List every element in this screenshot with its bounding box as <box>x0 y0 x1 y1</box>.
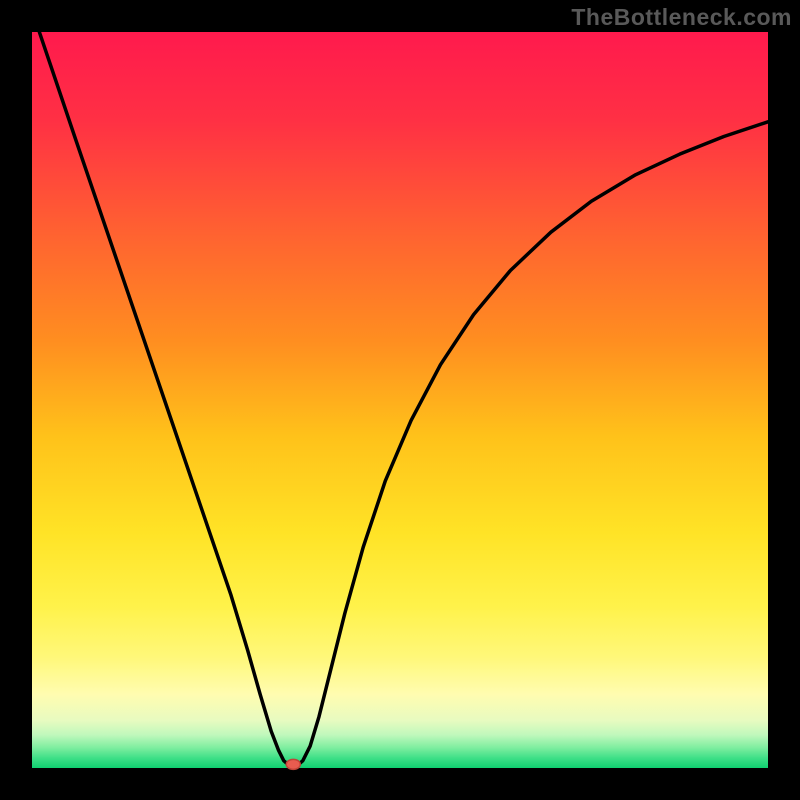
bottleneck-chart <box>0 0 800 800</box>
plot-area <box>32 32 768 768</box>
minimum-marker <box>286 759 300 769</box>
watermark-text: TheBottleneck.com <box>571 4 792 31</box>
chart-container: TheBottleneck.com <box>0 0 800 800</box>
